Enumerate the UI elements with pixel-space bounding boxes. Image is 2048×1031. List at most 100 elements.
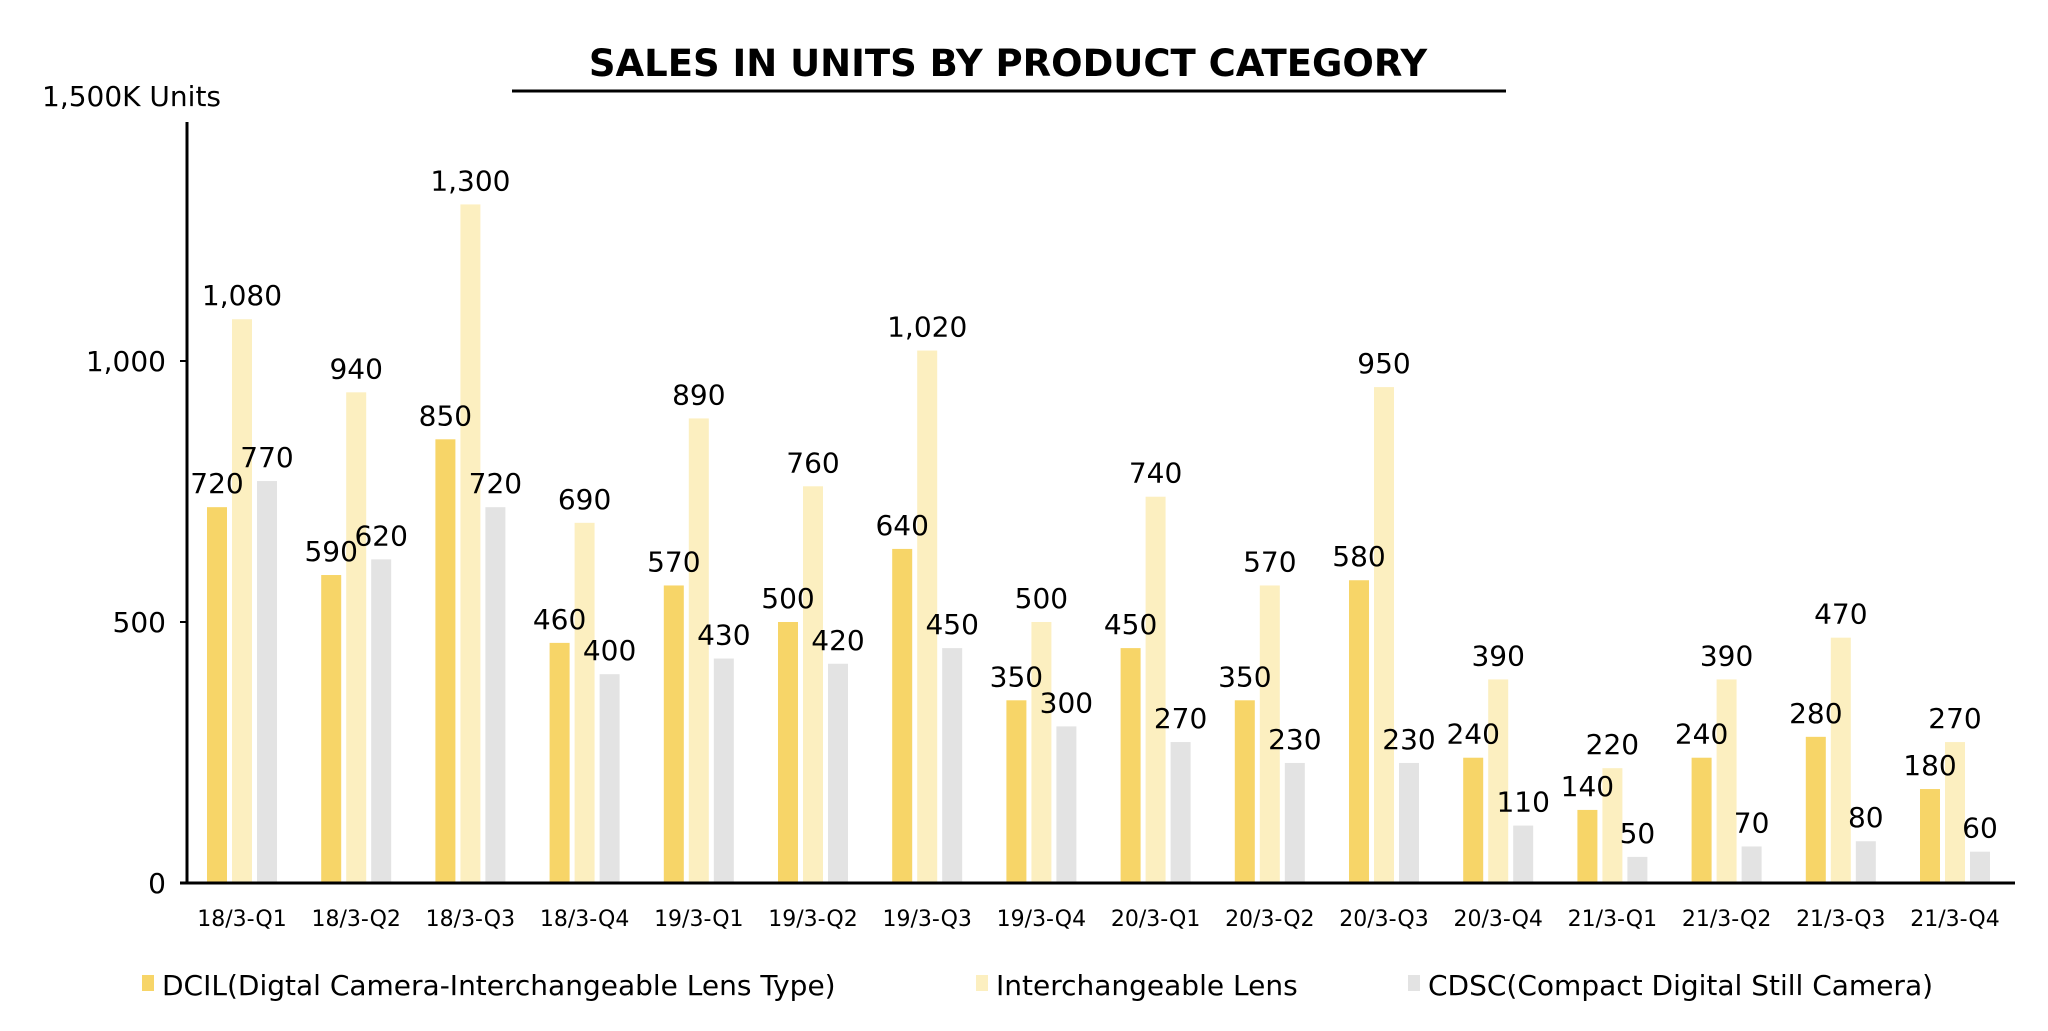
bar: [778, 622, 798, 883]
bar: [1031, 622, 1052, 883]
data-label: 570: [647, 545, 700, 578]
data-label: 450: [1104, 608, 1157, 641]
x-tick-label: 19/3-Q4: [997, 907, 1086, 932]
data-label: 590: [304, 535, 357, 568]
data-label: 740: [1129, 457, 1182, 490]
x-tick-label: 20/3-Q3: [1339, 907, 1428, 932]
data-label: 300: [1040, 686, 1093, 719]
data-label: 350: [990, 660, 1043, 693]
bar: [574, 522, 595, 883]
data-label: 390: [1700, 639, 1753, 672]
data-label: 140: [1561, 770, 1614, 803]
bar: [485, 507, 506, 883]
bar: [1716, 679, 1737, 883]
data-label: 240: [1446, 718, 1499, 751]
bar: [1284, 762, 1305, 883]
y-tick-label: 500: [113, 606, 166, 639]
data-label: 450: [925, 608, 978, 641]
data-label: 280: [1789, 697, 1842, 730]
bar: [321, 575, 342, 883]
bar: [549, 642, 570, 883]
bar: [207, 507, 227, 883]
data-label: 50: [1620, 817, 1656, 850]
bar: [1463, 757, 1484, 883]
data-label: 60: [1962, 812, 1998, 845]
data-label: 350: [1218, 660, 1271, 693]
data-label: 180: [1903, 749, 1956, 782]
data-label: 940: [329, 352, 382, 385]
data-label: 220: [1586, 728, 1639, 761]
chart-title: SALES IN UNITS BY PRODUCT CATEGORY: [589, 42, 1428, 85]
x-tick-label: 20/3-Q1: [1111, 907, 1200, 932]
bar: [1577, 809, 1598, 883]
data-label: 950: [1357, 347, 1410, 380]
data-label: 70: [1734, 806, 1770, 839]
data-label: 230: [1268, 723, 1321, 756]
bar: [1056, 726, 1077, 883]
bar: [1170, 742, 1191, 883]
data-label: 460: [533, 603, 586, 636]
data-label: 720: [190, 467, 243, 500]
legend-swatch: [142, 975, 154, 991]
bar: [1234, 700, 1255, 883]
bar: [1970, 851, 1990, 883]
data-label: 500: [1015, 582, 1068, 615]
data-label: 420: [811, 624, 864, 657]
bar: [1145, 496, 1166, 883]
x-tick-label: 21/3-Q3: [1796, 907, 1885, 932]
legend-swatch: [976, 975, 988, 991]
bar: [1259, 585, 1280, 883]
data-label: 720: [469, 467, 522, 500]
bar: [1006, 700, 1027, 883]
bar: [460, 204, 481, 883]
data-label: 640: [875, 509, 928, 542]
bar: [1349, 580, 1369, 883]
x-tick-label: 18/3-Q1: [197, 907, 286, 932]
y-axis-label: 1,500K Units: [42, 80, 221, 113]
x-tick-label: 21/3-Q2: [1682, 907, 1771, 932]
data-label: 620: [354, 519, 407, 552]
bar: [1691, 757, 1712, 883]
bar: [917, 350, 938, 883]
x-tick-label: 19/3-Q1: [654, 907, 743, 932]
data-label: 400: [583, 634, 636, 667]
data-label: 580: [1332, 540, 1385, 573]
data-label: 850: [419, 399, 472, 432]
data-label: 270: [1154, 702, 1207, 735]
bar: [1488, 679, 1509, 883]
bar: [713, 658, 734, 883]
bar: [346, 392, 367, 883]
data-label: 760: [786, 446, 839, 479]
x-tick-label: 20/3-Q2: [1225, 907, 1314, 932]
bar: [1741, 846, 1762, 883]
data-label: 690: [558, 483, 611, 516]
y-tick-label: 1,000: [86, 345, 166, 378]
bar: [1602, 768, 1623, 883]
bar: [1830, 637, 1851, 883]
x-tick-label: 21/3-Q4: [1910, 907, 1999, 932]
bar: [257, 481, 277, 883]
bar: [599, 674, 620, 883]
legend-label: Interchangeable Lens: [996, 969, 1298, 1002]
y-tick-label: 0: [148, 867, 166, 900]
bar: [1945, 742, 1965, 883]
legend-label: CDSC(Compact Digital Still Camera): [1428, 969, 1933, 1002]
data-label: 500: [761, 582, 814, 615]
bar: [828, 663, 848, 883]
bar: [371, 559, 392, 883]
bar: [1805, 736, 1826, 883]
x-tick-label: 20/3-Q4: [1453, 907, 1542, 932]
bar: [1627, 856, 1648, 883]
x-tick-label: 18/3-Q3: [426, 907, 515, 932]
bar: [942, 648, 963, 883]
bar: [1120, 648, 1141, 883]
x-tick-label: 21/3-Q1: [1568, 907, 1657, 932]
data-label: 570: [1243, 545, 1296, 578]
data-label: 110: [1496, 786, 1549, 819]
data-label: 270: [1928, 702, 1981, 735]
data-label: 890: [672, 378, 725, 411]
data-label: 1,300: [430, 164, 510, 197]
bar: [1855, 841, 1876, 883]
bar: [892, 548, 913, 883]
